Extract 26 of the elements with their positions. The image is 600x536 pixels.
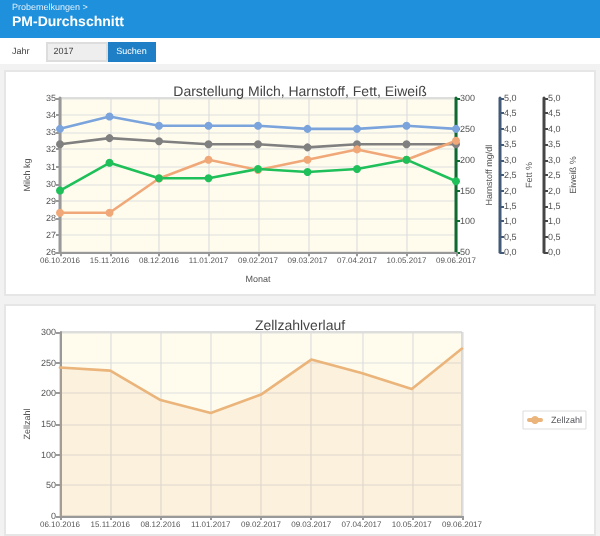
point — [204, 140, 213, 149]
point — [303, 124, 312, 133]
point — [204, 174, 213, 183]
point — [303, 143, 312, 152]
point — [402, 121, 411, 130]
point — [303, 155, 312, 164]
point — [204, 155, 213, 164]
point — [56, 124, 64, 133]
point — [254, 121, 262, 130]
point — [452, 177, 460, 186]
point — [155, 121, 163, 130]
point — [105, 134, 114, 143]
point — [303, 168, 312, 177]
point — [56, 140, 64, 149]
point — [204, 121, 213, 130]
point — [105, 112, 114, 121]
point — [353, 145, 361, 154]
point — [56, 208, 64, 217]
point — [56, 186, 64, 195]
point — [353, 124, 361, 133]
point — [402, 140, 411, 149]
point — [155, 137, 163, 146]
point — [105, 208, 114, 217]
point — [105, 158, 114, 167]
point — [353, 164, 361, 173]
point — [254, 140, 262, 149]
